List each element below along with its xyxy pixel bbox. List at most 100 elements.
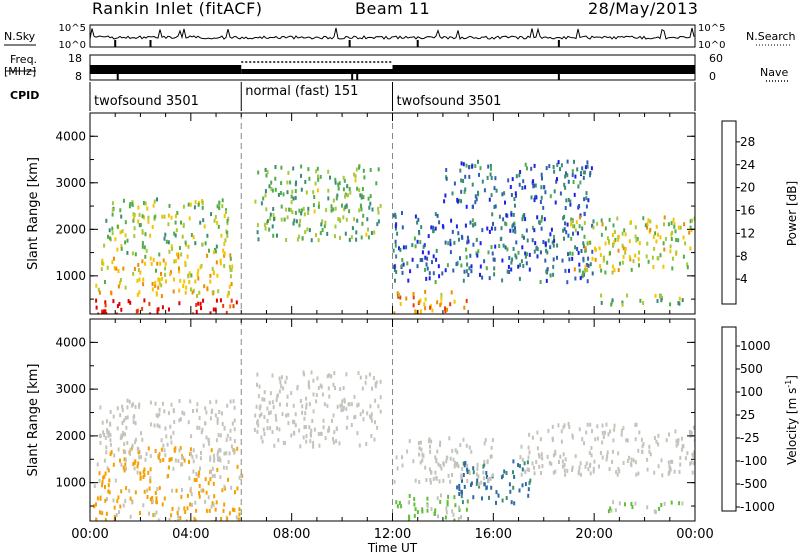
data-cell	[308, 402, 311, 407]
data-cell	[209, 457, 212, 462]
data-cell	[470, 449, 473, 454]
data-cell	[406, 449, 409, 454]
noise-frame	[89, 24, 696, 48]
data-cell	[148, 486, 151, 491]
data-cell	[140, 431, 142, 436]
data-cell	[109, 432, 112, 437]
data-cell	[149, 400, 152, 405]
data-cell	[370, 418, 373, 423]
data-cell	[530, 195, 533, 200]
data-cell	[304, 425, 307, 429]
data-cell	[269, 212, 272, 217]
data-cell	[483, 482, 486, 487]
data-cell	[223, 251, 226, 256]
data-cell	[657, 464, 660, 469]
data-cell	[477, 190, 479, 195]
data-cell	[620, 432, 623, 437]
data-cell	[506, 247, 509, 252]
data-cell	[116, 304, 119, 309]
data-cell	[482, 464, 485, 469]
data-cell	[376, 222, 379, 227]
data-cell	[546, 250, 549, 255]
data-cell	[521, 186, 524, 190]
data-cell	[370, 434, 373, 438]
data-cell	[567, 252, 569, 257]
data-cell	[122, 465, 125, 470]
data-cell	[458, 237, 460, 242]
data-cell	[556, 177, 558, 182]
data-cell	[188, 280, 191, 284]
data-cell	[111, 208, 114, 212]
data-cell	[312, 190, 315, 195]
data-cell	[170, 435, 172, 440]
data-cell	[510, 500, 513, 505]
data-cell	[187, 244, 190, 249]
data-cell	[301, 410, 304, 415]
data-cell	[541, 456, 544, 461]
data-cell	[370, 412, 373, 417]
data-cell	[258, 384, 261, 389]
data-cell	[479, 272, 481, 277]
data-cell	[193, 205, 196, 210]
data-cell	[159, 458, 162, 463]
data-cell	[263, 390, 266, 395]
data-cell	[223, 502, 226, 507]
data-cell	[331, 418, 333, 423]
data-cell	[653, 470, 656, 475]
data-cell	[454, 460, 456, 465]
colorbar-tick-label: 25	[740, 408, 755, 422]
data-cells	[93, 370, 695, 521]
data-cell	[481, 496, 483, 501]
data-cell	[134, 252, 137, 257]
beam-title: Beam 11	[355, 0, 431, 18]
data-cell	[215, 500, 218, 505]
data-cell	[577, 471, 580, 476]
data-cell	[474, 164, 477, 168]
data-cell	[447, 494, 450, 499]
data-cell	[477, 249, 480, 254]
data-cell	[528, 468, 531, 472]
data-cell	[637, 448, 640, 453]
data-cell	[635, 238, 638, 243]
data-cell	[590, 453, 593, 458]
data-cell	[149, 467, 152, 472]
data-cell	[520, 259, 523, 264]
data-cell	[601, 455, 604, 460]
data-cell	[571, 433, 574, 438]
data-cell	[395, 455, 398, 460]
data-cell	[575, 220, 578, 225]
data-cell	[209, 400, 212, 405]
data-cell	[126, 405, 129, 410]
data-cell	[402, 262, 405, 267]
data-cell	[288, 207, 291, 212]
data-cell	[528, 481, 531, 485]
data-cell	[454, 503, 457, 508]
data-cell	[149, 497, 152, 502]
data-cell	[184, 510, 187, 514]
data-cell	[362, 168, 365, 173]
data-cell	[217, 289, 220, 294]
data-cell	[692, 425, 695, 430]
data-cell	[493, 266, 496, 271]
data-cell	[164, 261, 167, 266]
data-cell	[147, 219, 150, 224]
date-title: 28/May/2013	[588, 0, 699, 18]
data-cell	[308, 228, 311, 233]
data-cell	[176, 252, 178, 257]
data-cell	[191, 290, 194, 295]
data-cell	[154, 401, 157, 406]
data-cell	[300, 173, 302, 178]
data-cell	[103, 243, 106, 248]
data-cell	[602, 258, 605, 263]
data-cell	[486, 175, 489, 180]
data-cell	[416, 220, 419, 225]
data-cell	[668, 432, 670, 437]
data-cell	[646, 241, 649, 246]
data-cell	[560, 429, 563, 434]
colorbar-tick-label: 16	[740, 204, 755, 218]
data-cell	[446, 263, 449, 268]
data-cell	[240, 473, 243, 478]
data-cell	[183, 279, 186, 284]
data-cell	[298, 223, 301, 228]
data-cell	[200, 488, 203, 493]
